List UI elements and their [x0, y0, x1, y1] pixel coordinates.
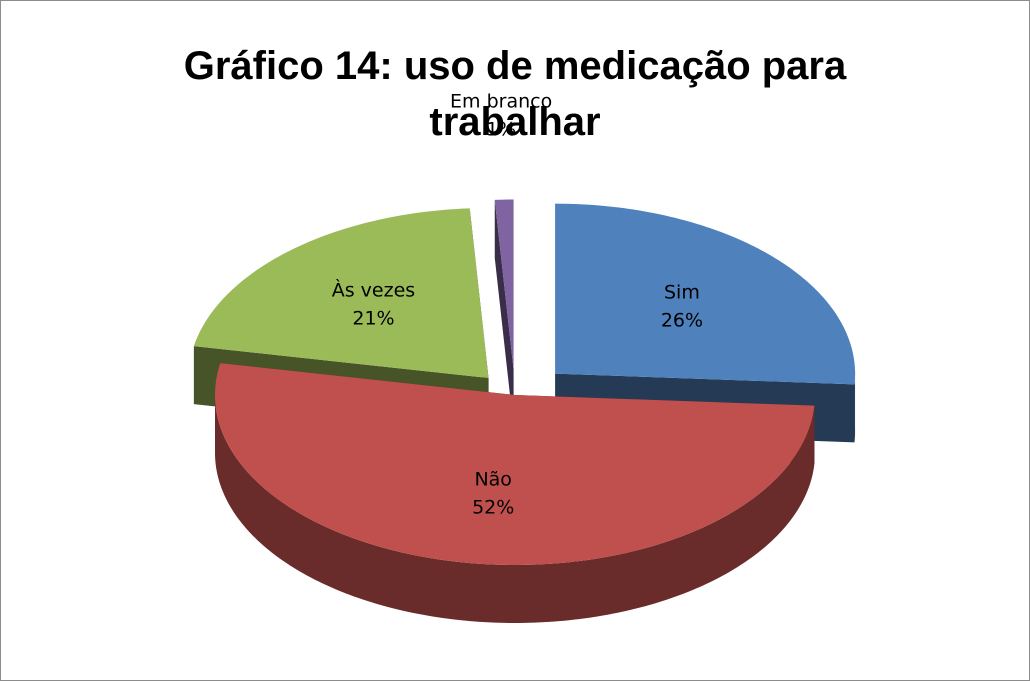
- slice-label: Em branco: [450, 91, 552, 113]
- value-label: 26%: [661, 310, 703, 332]
- slice-side: [854, 370, 856, 443]
- value-label: 1%: [486, 119, 516, 141]
- slice: [494, 199, 514, 370]
- slice-label: Sim: [664, 282, 700, 304]
- slice-label: Não: [474, 468, 511, 490]
- slice: [193, 208, 489, 378]
- slice: [555, 203, 856, 385]
- slice-side: [215, 393, 815, 623]
- chart-title: Gráfico 14: uso de medicação para trabal…: [183, 44, 847, 144]
- value-label: 52%: [472, 496, 514, 518]
- slice: [215, 363, 815, 565]
- slice-label: Às vezes: [332, 279, 415, 302]
- slice-side: [494, 199, 514, 428]
- value-label: 21%: [352, 308, 394, 330]
